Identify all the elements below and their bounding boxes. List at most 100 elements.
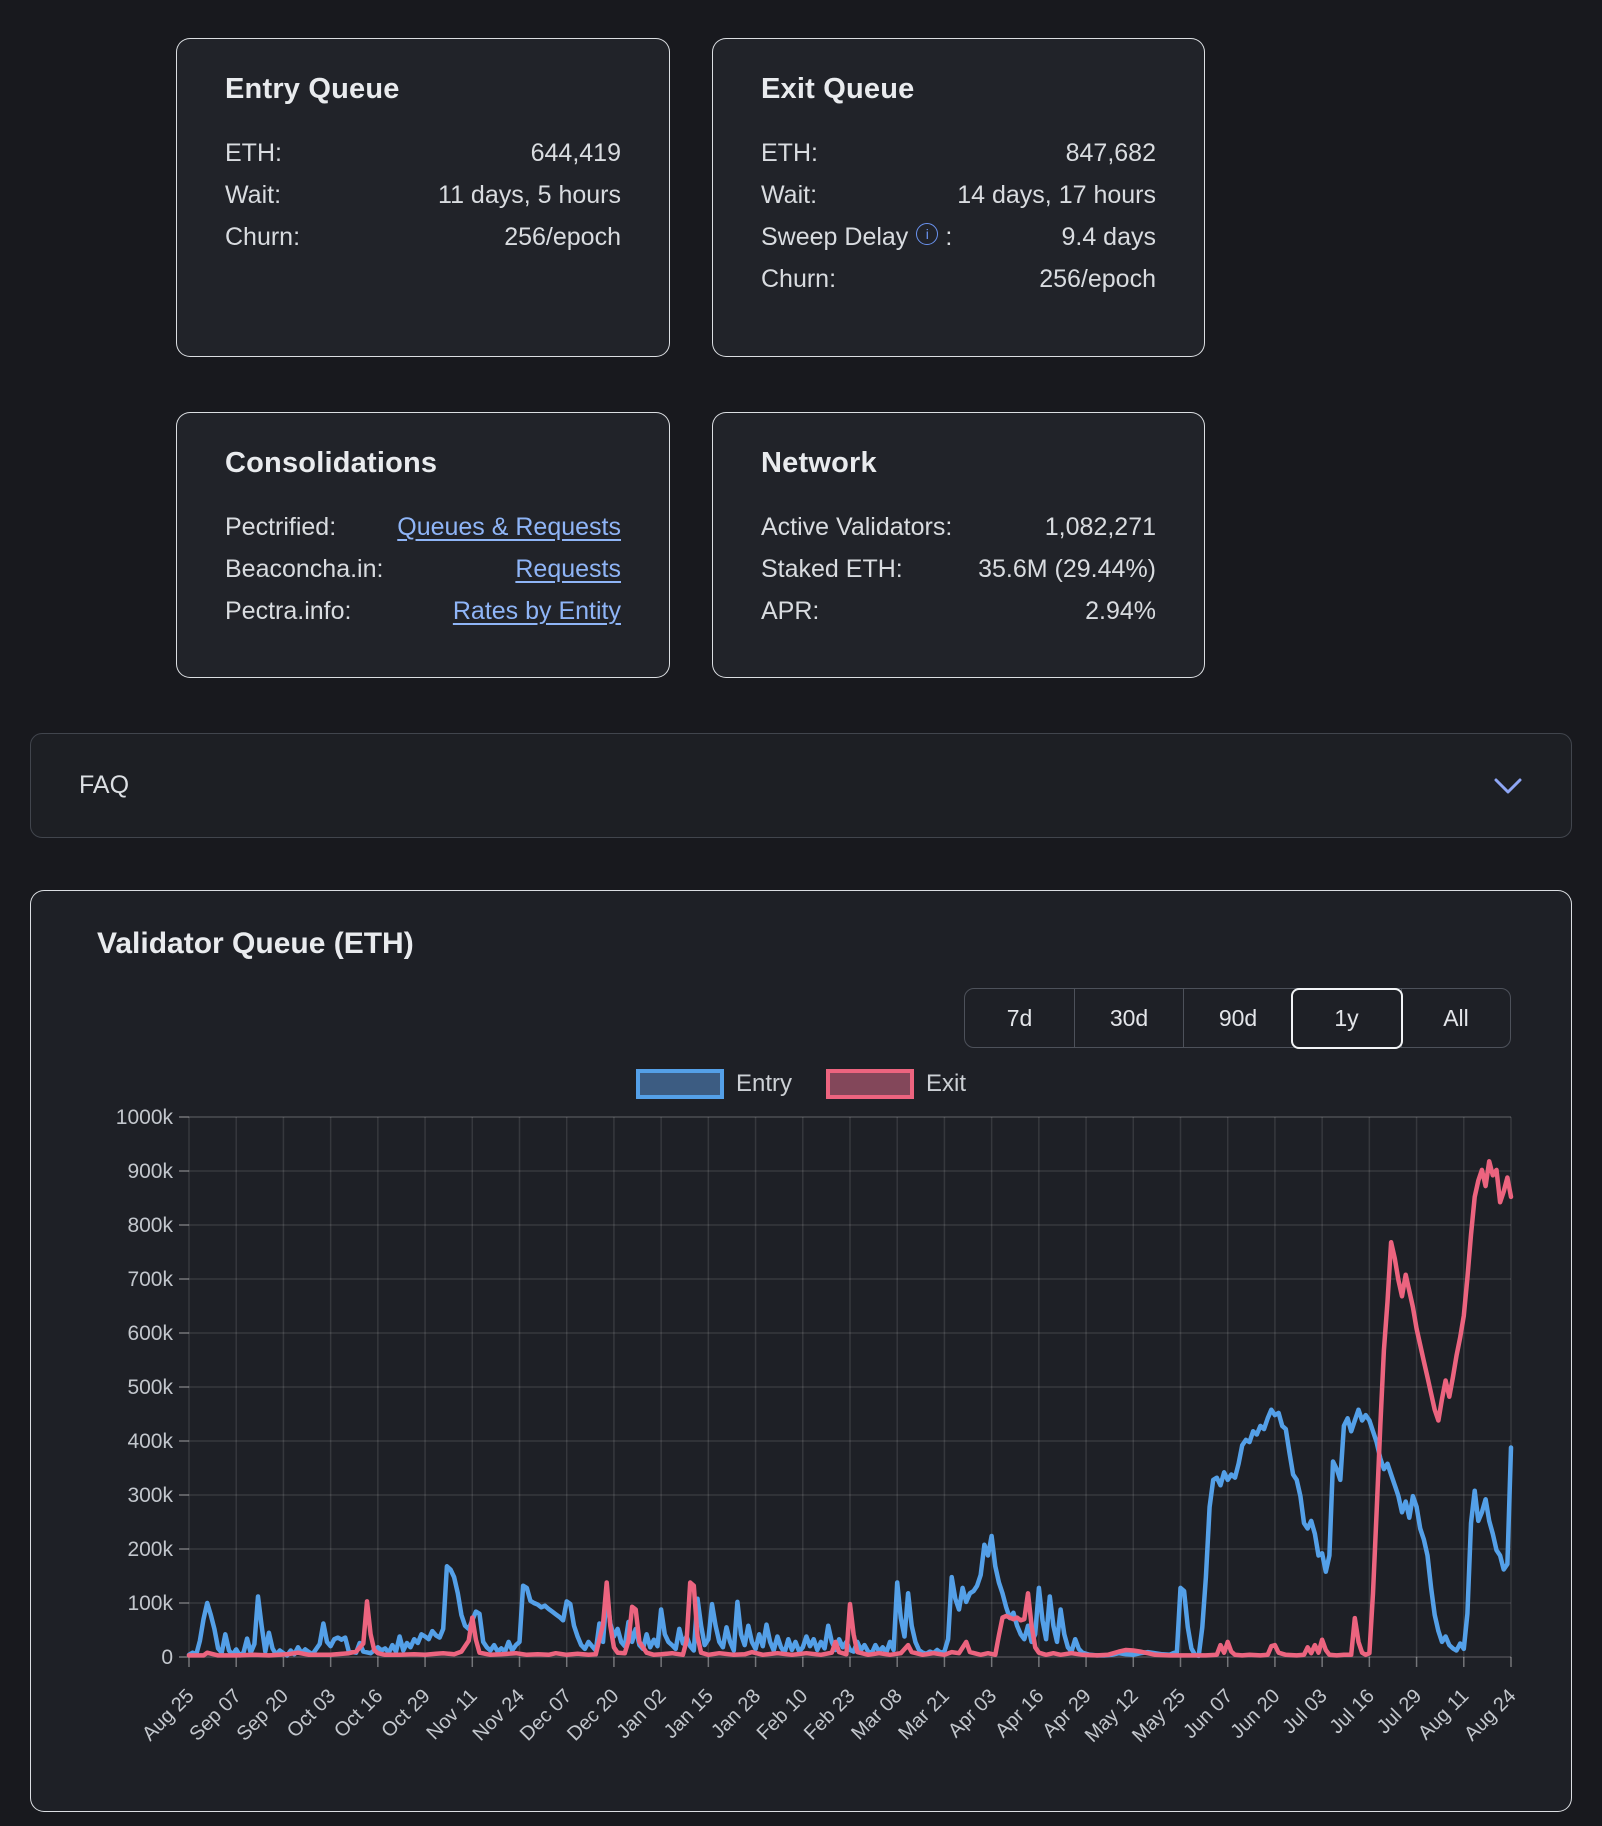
x-tick-label: May 25 xyxy=(1128,1685,1190,1747)
stat-label: Staked ETH: xyxy=(761,555,903,583)
network-title: Network xyxy=(761,447,877,479)
exit-queue-title: Exit Queue xyxy=(761,73,915,105)
range-button-90d[interactable]: 90d xyxy=(1183,989,1292,1047)
legend-label: Entry xyxy=(735,1070,792,1097)
x-tick-label: Apr 03 xyxy=(944,1685,1001,1742)
x-tick-label: Aug 25 xyxy=(138,1685,198,1745)
faq-label: FAQ xyxy=(79,771,130,799)
stat-row: ETH: 847,682 xyxy=(761,132,1156,174)
consolidations-card: Consolidations Pectrified: Queues & Reque… xyxy=(176,412,670,678)
info-icon[interactable]: i xyxy=(916,223,939,245)
x-tick-label: Mar 08 xyxy=(847,1685,907,1745)
x-tick-label: Jul 16 xyxy=(1326,1685,1379,1738)
range-button-30d[interactable]: 30d xyxy=(1074,989,1183,1047)
y-tick-label: 100k xyxy=(127,1592,173,1615)
x-tick-label: Nov 24 xyxy=(469,1685,529,1745)
external-link[interactable]: Requests xyxy=(515,555,621,583)
y-tick-label: 700k xyxy=(127,1268,173,1291)
validator-queue-plot: 0 100k 200k 300k 400k 500k 600k 700k 800k 900k 100… xyxy=(116,1106,1521,1747)
range-button-7d[interactable]: 7d xyxy=(965,989,1074,1047)
stat-row: Staked ETH: 35.6M (29.44%) xyxy=(761,548,1156,590)
stat-value: 847,682 xyxy=(1065,139,1156,167)
network-stats: Active Validators: 1,082,271 Staked ETH: 35… xyxy=(761,506,1156,632)
range-button-all[interactable]: All xyxy=(1401,989,1510,1047)
x-tick-label: Sep 20 xyxy=(233,1685,293,1745)
stat-link-cell: Requests xyxy=(515,548,621,590)
external-link[interactable]: Rates by Entity xyxy=(452,597,621,625)
stat-label: Wait: xyxy=(761,181,818,209)
stat-label: Churn: xyxy=(225,223,301,251)
exit-queue-card: Exit Queue ETH: 847,682 Wait: 14 days, 17 h… xyxy=(712,38,1205,357)
stat-value: 1,082,271 xyxy=(1044,513,1156,541)
stat-row: Churn: 256/epoch xyxy=(761,258,1156,300)
stat-row: APR: 2.94% xyxy=(761,590,1156,632)
stat-row: Wait: 11 days, 5 hours xyxy=(225,174,621,216)
y-tick-label: 600k xyxy=(127,1322,173,1345)
stat-label: APR: xyxy=(761,597,820,625)
exit-queue-stats: ETH: 847,682 Wait: 14 days, 17 hours Sweep D… xyxy=(761,132,1156,300)
stat-link-cell: Queues & Requests xyxy=(397,506,621,548)
stat-label: Wait: xyxy=(225,181,282,209)
y-tick-label: 300k xyxy=(127,1484,173,1507)
network-card: Network Active Validators: 1,082,271 Stake… xyxy=(712,412,1205,678)
stat-value: 256/epoch xyxy=(1039,265,1156,293)
chevron-down-icon[interactable] xyxy=(1493,777,1523,795)
y-tick-label: 900k xyxy=(127,1160,173,1183)
range-button-1y[interactable]: 1y xyxy=(1290,987,1403,1049)
y-tick-label: 500k xyxy=(127,1376,173,1399)
stat-row: Sweep Delay i: 9.4 days xyxy=(761,216,1156,258)
x-tick-label: Jan 28 xyxy=(707,1685,765,1743)
y-tick-label: 400k xyxy=(127,1430,173,1453)
stat-row: Pectra.info: Rates by Entity xyxy=(225,590,621,632)
x-tick-label: Oct 16 xyxy=(330,1685,387,1742)
entry-queue-stats: ETH: 644,419 Wait: 11 days, 5 hours Churn: 25… xyxy=(225,132,621,258)
stat-row: Wait: 14 days, 17 hours xyxy=(761,174,1156,216)
stat-row: Active Validators: 1,082,271 xyxy=(761,506,1156,548)
stat-value: 35.6M (29.44%) xyxy=(978,555,1156,583)
stat-label: ETH: xyxy=(761,139,818,167)
entry-queue-title: Entry Queue xyxy=(225,73,400,105)
stat-link-cell: Rates by Entity xyxy=(453,590,621,632)
legend-swatch-entry xyxy=(635,1069,724,1099)
x-tick-label: Aug 24 xyxy=(1460,1685,1520,1745)
x-tick-label: Feb 23 xyxy=(800,1685,860,1745)
stat-row: Churn: 256/epoch xyxy=(225,216,621,258)
legend-swatch-exit xyxy=(826,1069,914,1099)
x-tick-label: Feb 10 xyxy=(753,1685,813,1745)
x-tick-label: Dec 20 xyxy=(563,1685,623,1745)
stat-label: Sweep Delay i: xyxy=(761,223,953,251)
chart-legend: Entry Exit xyxy=(31,1069,1571,1099)
x-tick-label: Mar 21 xyxy=(894,1685,954,1745)
stat-value: 2.94% xyxy=(1085,597,1156,625)
x-tick-label: Jun 20 xyxy=(1226,1685,1284,1743)
legend-item-exit[interactable]: Exit xyxy=(826,1069,966,1099)
stat-value: 14 days, 17 hours xyxy=(957,181,1156,209)
legend-label: Exit xyxy=(926,1070,967,1097)
x-tick-label: Oct 03 xyxy=(283,1685,340,1742)
stat-label: Pectrified: xyxy=(225,513,337,541)
stat-row: Beaconcha.in: Requests xyxy=(225,548,621,590)
series-line-exit[interactable] xyxy=(186,1159,1514,1658)
stat-row: ETH: 644,419 xyxy=(225,132,621,174)
chart-title: Validator Queue (ETH) xyxy=(97,927,414,960)
y-tick-label: 200k xyxy=(127,1538,173,1561)
x-tick-label: Jan 02 xyxy=(613,1685,671,1743)
stat-value: 9.4 days xyxy=(1061,223,1156,251)
y-tick-label: 800k xyxy=(127,1214,173,1237)
x-tick-label: Jan 15 xyxy=(660,1685,718,1743)
stat-value: 11 days, 5 hours xyxy=(438,181,621,209)
external-link[interactable]: Queues & Requests xyxy=(397,513,621,541)
x-tick-label: Sep 07 xyxy=(185,1685,245,1745)
consolidations-title: Consolidations xyxy=(225,447,438,479)
stat-label: Active Validators: xyxy=(761,513,953,541)
stat-value: 644,419 xyxy=(530,139,621,167)
stat-value: 256/epoch xyxy=(504,223,621,251)
x-tick-label: Dec 07 xyxy=(516,1685,576,1745)
stat-label: ETH: xyxy=(225,139,282,167)
y-tick-label: 0 xyxy=(161,1646,173,1669)
consolidations-links: Pectrified: Queues & Requests Beaconcha.in… xyxy=(225,506,621,632)
stat-row: Pectrified: Queues & Requests xyxy=(225,506,621,548)
time-range-selector: 7d 30d 90d 1y All xyxy=(964,987,1511,1049)
faq-accordion[interactable]: FAQ xyxy=(30,733,1572,838)
legend-item-entry[interactable]: Entry xyxy=(635,1069,792,1099)
